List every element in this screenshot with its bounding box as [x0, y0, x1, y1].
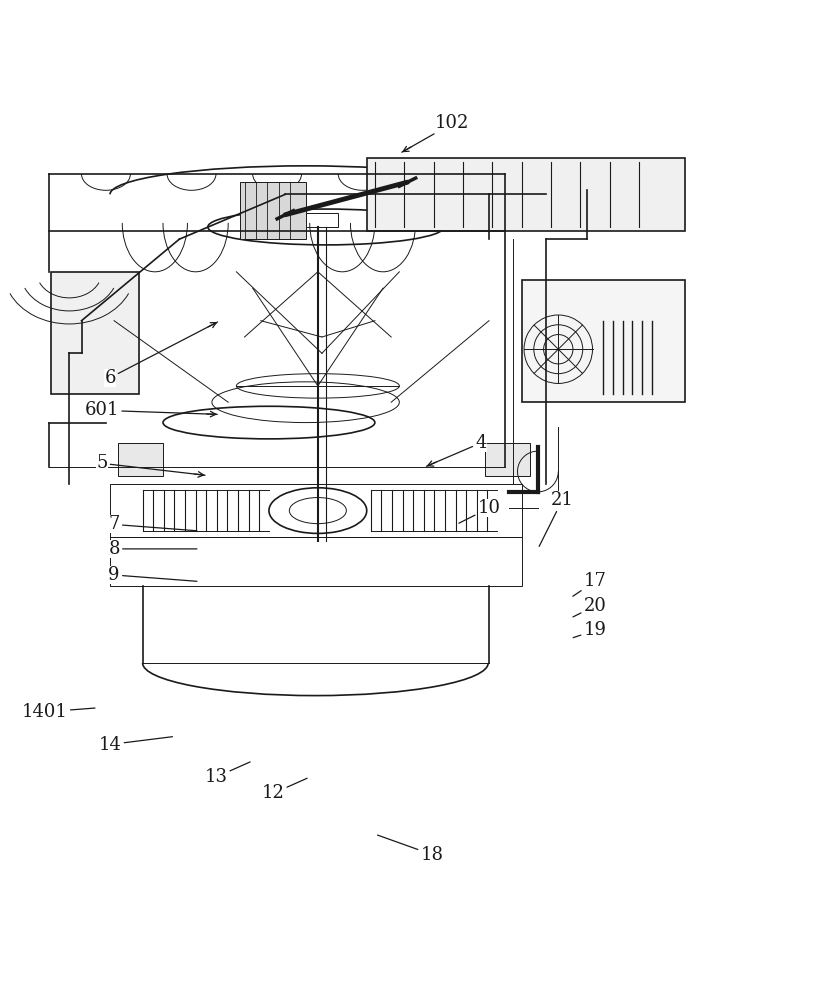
Text: 8: 8: [108, 540, 197, 558]
Text: 1401: 1401: [22, 703, 95, 721]
Text: 20: 20: [573, 597, 606, 617]
Text: 14: 14: [99, 736, 173, 754]
Text: 9: 9: [108, 566, 197, 584]
Bar: [522, 280, 685, 402]
Bar: [240, 182, 306, 239]
Text: 102: 102: [402, 114, 469, 152]
Text: 12: 12: [262, 778, 307, 802]
Text: 6: 6: [104, 322, 218, 387]
Polygon shape: [51, 272, 139, 394]
Text: 5: 5: [96, 454, 205, 475]
Text: 13: 13: [205, 762, 250, 786]
Text: 18: 18: [377, 835, 443, 864]
Text: 21: 21: [540, 491, 574, 546]
Text: 7: 7: [108, 515, 197, 533]
Text: 10: 10: [459, 499, 500, 523]
Text: 601: 601: [85, 401, 218, 419]
Text: 4: 4: [426, 434, 487, 466]
Text: 17: 17: [573, 572, 606, 596]
Bar: [485, 443, 530, 476]
Bar: [367, 158, 685, 231]
Text: 19: 19: [573, 621, 606, 639]
Bar: [118, 443, 163, 476]
